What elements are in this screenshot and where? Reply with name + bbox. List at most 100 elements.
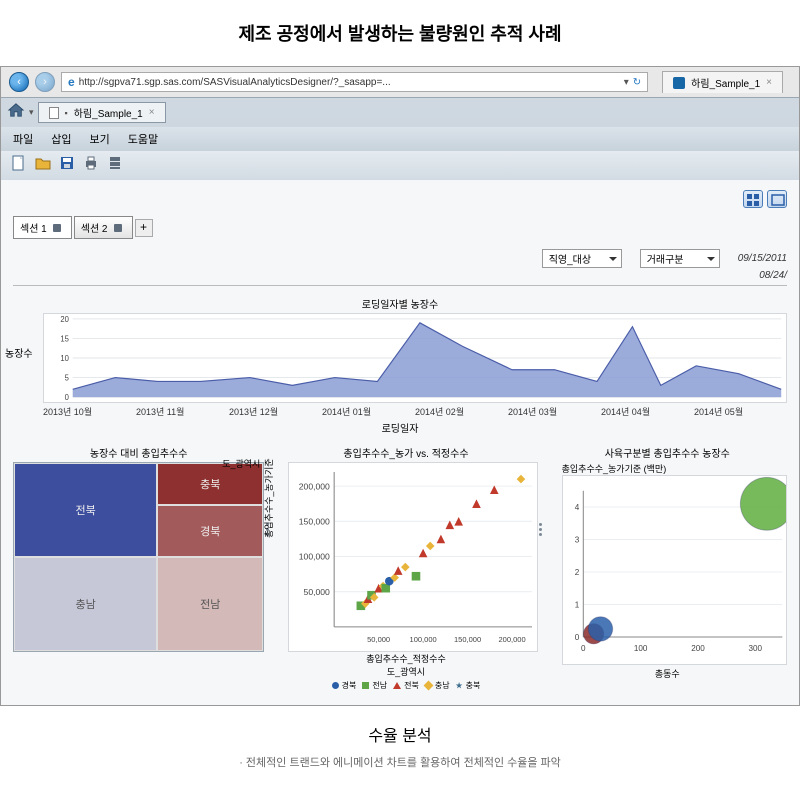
- browser-nav-bar: ‹ › e http://sgpva71.sgp.sas.com/SASVisu…: [1, 67, 799, 97]
- menu-help[interactable]: 도움말: [128, 131, 158, 147]
- refresh-icon[interactable]: ↻: [633, 77, 641, 88]
- forward-button[interactable]: ›: [35, 72, 55, 92]
- doc-icon: [49, 107, 59, 119]
- svg-text:0: 0: [574, 633, 579, 642]
- app-shell: ▾ ▪ 하림_Sample_1 × 파일 삽입 보기 도움말: [1, 97, 799, 705]
- open-icon[interactable]: [35, 155, 51, 176]
- grid-view-button[interactable]: [743, 190, 763, 208]
- dropdown-icon[interactable]: ▾: [29, 107, 34, 118]
- legend-item[interactable]: 경북: [332, 680, 357, 691]
- svg-text:2: 2: [574, 568, 579, 577]
- section-tab-label: 섹션 2: [81, 220, 108, 235]
- back-button[interactable]: ‹: [9, 72, 29, 92]
- treemap-cell[interactable]: 전남: [157, 557, 263, 651]
- bubble-title: 사육구분별 총입추수수 농장수: [548, 443, 787, 462]
- url-text: http://sgpva71.sgp.sas.com/SASVisualAnal…: [79, 77, 391, 88]
- svg-text:150,000: 150,000: [299, 517, 330, 527]
- filter-bar: 직영_대상 거래구분 09/15/2011: [13, 245, 787, 270]
- view-controls: [13, 190, 787, 208]
- scatter-title: 총입추수수_농가 vs. 적정수수: [274, 443, 537, 462]
- scatter-legend-title: 도_광역시: [274, 665, 537, 678]
- content-area: 섹션 1 섹션 2 + 직영_대상 거래구분 09/15/2011 08/24/: [1, 180, 799, 705]
- legend-item[interactable]: 전북: [393, 680, 419, 691]
- treemap-corner-label: 도_광역시: [222, 457, 260, 470]
- treemap-cell[interactable]: 충남: [14, 557, 157, 651]
- svg-text:3: 3: [574, 536, 579, 545]
- section-tab-2[interactable]: 섹션 2: [74, 216, 133, 239]
- section-tab-1[interactable]: 섹션 1: [13, 216, 72, 239]
- close-icon[interactable]: ×: [149, 107, 155, 118]
- browser-tab[interactable]: 하림_Sample_1 ×: [662, 71, 783, 93]
- page-title: 제조 공정에서 발생하는 불량원인 추적 사례: [0, 0, 800, 66]
- svg-text:50,000: 50,000: [304, 587, 331, 597]
- svg-text:1: 1: [574, 601, 579, 610]
- area-chart-xaxis-title: 로딩일자: [13, 418, 787, 443]
- address-bar[interactable]: e http://sgpva71.sgp.sas.com/SASVisualAn…: [61, 72, 648, 92]
- new-icon[interactable]: [11, 155, 27, 176]
- print-icon[interactable]: [83, 155, 99, 176]
- browser-window: ‹ › e http://sgpva71.sgp.sas.com/SASVisu…: [0, 66, 800, 706]
- save-icon[interactable]: [59, 155, 75, 176]
- scatter-xaxis-title: 총입추수수_적정수수: [274, 652, 537, 665]
- scatter-chart[interactable]: 200,000150,000100,00050,00050,000100,000…: [288, 462, 537, 652]
- treemap-cell[interactable]: 전북: [14, 463, 157, 557]
- pin-icon: [114, 224, 122, 232]
- menu-bar: 파일 삽입 보기 도움말: [1, 127, 799, 151]
- close-icon[interactable]: ×: [766, 77, 772, 88]
- menu-view[interactable]: 보기: [90, 131, 110, 147]
- sas-icon: [673, 77, 685, 89]
- legend-item[interactable]: 충북: [456, 680, 481, 691]
- pin-icon: [53, 224, 61, 232]
- date-1: 09/15/2011: [738, 253, 787, 264]
- treemap-chart[interactable]: 전북충북경북충남전남: [13, 462, 264, 652]
- legend-item[interactable]: 충남: [425, 680, 450, 691]
- svg-text:200: 200: [691, 644, 705, 653]
- area-chart[interactable]: 20151050: [43, 313, 787, 403]
- add-section-button[interactable]: +: [135, 219, 153, 237]
- toolbar: [1, 151, 799, 180]
- area-chart-xticks: 2013년 10월2013년 11월2013년 12월2014년 01월2014…: [13, 403, 787, 418]
- app-tab-bar: ▾ ▪ 하림_Sample_1 ×: [1, 98, 799, 127]
- svg-text:10: 10: [60, 354, 69, 363]
- collapse-handle[interactable]: [536, 523, 546, 536]
- bubble-panel: 사육구분별 총입추수수 농장수 총입추수수_농가기준 (백만) 43210010…: [548, 443, 787, 691]
- svg-text:20: 20: [60, 315, 69, 324]
- filter-dropdown-1[interactable]: 직영_대상: [542, 249, 622, 268]
- scatter-legend: 경북 전남 전북 충남 충북: [274, 678, 537, 691]
- area-chart-ylabel: 농장수: [5, 345, 33, 360]
- fullscreen-button[interactable]: [767, 190, 787, 208]
- caption: 수율 분석: [0, 706, 800, 754]
- bubble-chart[interactable]: 432100100200300: [562, 475, 787, 665]
- section-tab-label: 섹션 1: [20, 220, 47, 235]
- tab-label: 하림_Sample_1: [691, 75, 760, 90]
- filter-dropdown-2[interactable]: 거래구분: [640, 249, 720, 268]
- separator: [13, 285, 787, 286]
- bubble-xaxis-title: 총동수: [548, 667, 787, 680]
- area-chart-title: 로딩일자별 농장수: [13, 294, 787, 313]
- section-tab-bar: 섹션 1 섹션 2 +: [13, 216, 787, 239]
- svg-text:5: 5: [65, 373, 69, 382]
- ie-icon: e: [68, 75, 75, 89]
- svg-text:100,000: 100,000: [299, 552, 330, 562]
- svg-text:50,000: 50,000: [367, 635, 390, 644]
- sub-caption: · 전체적인 트랜드와 에니메이션 차트를 활용하여 전체적인 수율을 파악: [0, 754, 800, 786]
- browser-tab-strip: 하림_Sample_1 ×: [654, 71, 791, 93]
- date-2: 08/24/: [13, 270, 787, 281]
- svg-text:0: 0: [581, 644, 586, 653]
- svg-text:15: 15: [60, 334, 69, 343]
- home-icon[interactable]: [7, 102, 25, 123]
- svg-text:100,000: 100,000: [410, 635, 437, 644]
- treemap-panel: 농장수 대비 총입추수수 도_광역시 전북충북경북충남전남: [13, 443, 264, 691]
- svg-text:4: 4: [574, 503, 579, 512]
- panel-row: 농장수 대비 총입추수수 도_광역시 전북충북경북충남전남 총입추수수_농가 v…: [13, 443, 787, 691]
- menu-insert[interactable]: 삽입: [51, 131, 71, 147]
- dropdown-icon[interactable]: ▾: [624, 77, 629, 88]
- treemap-cell[interactable]: 경북: [157, 505, 263, 557]
- svg-text:100: 100: [633, 644, 647, 653]
- app-document-tab[interactable]: ▪ 하림_Sample_1 ×: [38, 102, 166, 123]
- legend-item[interactable]: 전남: [362, 680, 387, 691]
- bubble-ylabel: 총입추수수_농가기준 (백만): [548, 462, 787, 475]
- server-icon[interactable]: [107, 155, 123, 176]
- date-display: 09/15/2011: [738, 253, 787, 264]
- menu-file[interactable]: 파일: [13, 131, 33, 147]
